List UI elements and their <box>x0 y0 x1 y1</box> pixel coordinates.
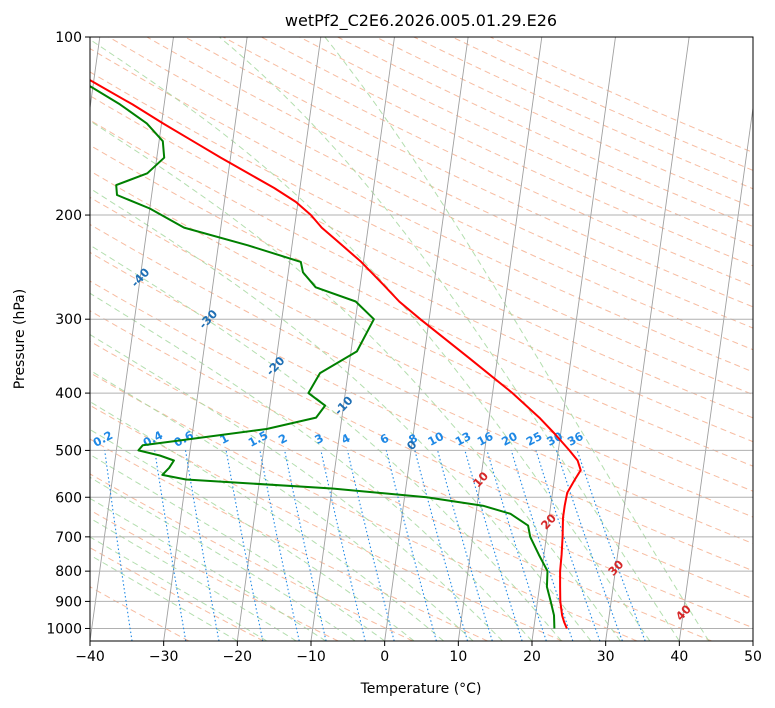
mixing-ratio-line <box>555 450 623 641</box>
mixing-ratio-line <box>346 450 395 641</box>
plot-frame <box>89 36 754 642</box>
y-tick-label: 100 <box>55 30 82 46</box>
dry-adiabat <box>90 404 563 641</box>
dry-adiabat <box>90 71 753 396</box>
moist-adiabat <box>90 38 651 641</box>
dry-adiabat <box>90 280 753 600</box>
x-tick-label: −20 <box>223 649 253 665</box>
mixing-ratio-line <box>437 450 493 641</box>
mixing-ratio-label: 20 <box>499 429 520 449</box>
mixing-ratio-line <box>259 450 300 641</box>
isotherm-line <box>457 37 543 641</box>
x-tick-label: 10 <box>449 649 467 665</box>
mixing-ratio-label: 36 <box>565 429 586 449</box>
moist-adiabat <box>90 244 562 641</box>
mixing-ratio-line <box>104 450 133 641</box>
y-tick-label: 400 <box>55 386 82 402</box>
dry-adiabat <box>90 144 753 467</box>
y-axis-label: Pressure (hPa) <box>12 289 28 389</box>
y-tick-label: 200 <box>55 208 82 224</box>
mixing-ratio-line <box>486 450 547 641</box>
moist-adiabat <box>90 292 533 641</box>
x-tick-label: −30 <box>149 649 179 665</box>
mixing-ratio-line <box>535 450 601 641</box>
moist-adiabat <box>90 536 268 641</box>
background-lines <box>90 37 753 641</box>
x-tick-label: 20 <box>523 649 541 665</box>
moist-adiabat <box>90 554 238 641</box>
x-axis-label: Temperature (°C) <box>360 681 482 697</box>
temperature-profile-line <box>90 78 582 629</box>
y-tick-label: 800 <box>55 564 82 580</box>
y-tick-label: 1000 <box>46 621 82 637</box>
mixing-ratio-label: 30 <box>544 429 565 449</box>
dry-adiabat <box>146 37 753 329</box>
moist-adiabat <box>324 37 710 641</box>
dewpoint-profile-line <box>90 85 556 629</box>
dry-adiabat <box>222 37 753 287</box>
dry-adiabat <box>90 310 753 629</box>
moist-adiabat <box>90 187 592 641</box>
mixing-ratio-line <box>320 450 366 641</box>
dry-adiabat <box>90 340 712 641</box>
x-tick-label: −40 <box>75 649 105 665</box>
y-tick-label: 900 <box>55 594 82 610</box>
isotherm-line <box>236 37 322 641</box>
moist-adiabat <box>90 369 474 641</box>
moist-adiabat <box>90 476 356 641</box>
moist-adiabat <box>90 333 503 641</box>
x-tick-label: 50 <box>744 649 762 665</box>
dry-adiabat <box>90 196 753 518</box>
sounding-profiles <box>90 78 582 629</box>
mixing-ratio-label: 13 <box>453 429 474 449</box>
y-tick-label: 600 <box>55 490 82 506</box>
y-tick-label: 700 <box>55 530 82 546</box>
y-tick-label: 300 <box>55 312 82 328</box>
chart-title: wetPf2_C2E6.2026.005.01.29.E26 <box>285 11 557 31</box>
x-tick-label: 30 <box>597 649 615 665</box>
x-axis-ticks: −40 −30 −20 −10 0 10 20 30 40 50 <box>75 641 762 665</box>
dry-adiabat <box>90 509 339 641</box>
dry-adiabat <box>108 37 753 351</box>
moist-adiabat <box>90 401 444 641</box>
mixing-ratio-label: 25 <box>524 429 545 449</box>
isotherm-line <box>310 37 395 641</box>
mixing-ratio-label: 16 <box>475 429 496 449</box>
dry-adiabat <box>90 170 753 492</box>
y-tick-label: 500 <box>55 443 82 459</box>
isotherm-line <box>678 104 753 641</box>
y-axis-ticks: 100 200 300 400 500 600 700 800 900 1000 <box>46 30 90 637</box>
dry-adiabat <box>90 547 264 641</box>
mixing-ratio-line <box>284 450 327 641</box>
isotherm-line <box>531 37 616 641</box>
moist-adiabat <box>219 37 680 641</box>
isotherm-line <box>163 37 248 641</box>
mixing-ratio-line <box>414 450 469 641</box>
mixing-ratio-line <box>510 450 574 641</box>
mixing-ratio-line <box>576 450 646 641</box>
mixing-ratio-label: 10 <box>425 429 446 449</box>
isotherm-line <box>605 37 690 641</box>
x-tick-label: 0 <box>380 649 389 665</box>
moist-adiabat <box>90 517 297 641</box>
x-tick-label: −10 <box>296 649 326 665</box>
mixing-ratio-line <box>464 450 523 641</box>
x-tick-label: 40 <box>670 649 688 665</box>
mixing-ratio-line <box>154 450 187 641</box>
dry-adiabat <box>90 95 753 419</box>
moist-adiabat <box>90 453 385 641</box>
isotherm-line <box>384 37 469 641</box>
